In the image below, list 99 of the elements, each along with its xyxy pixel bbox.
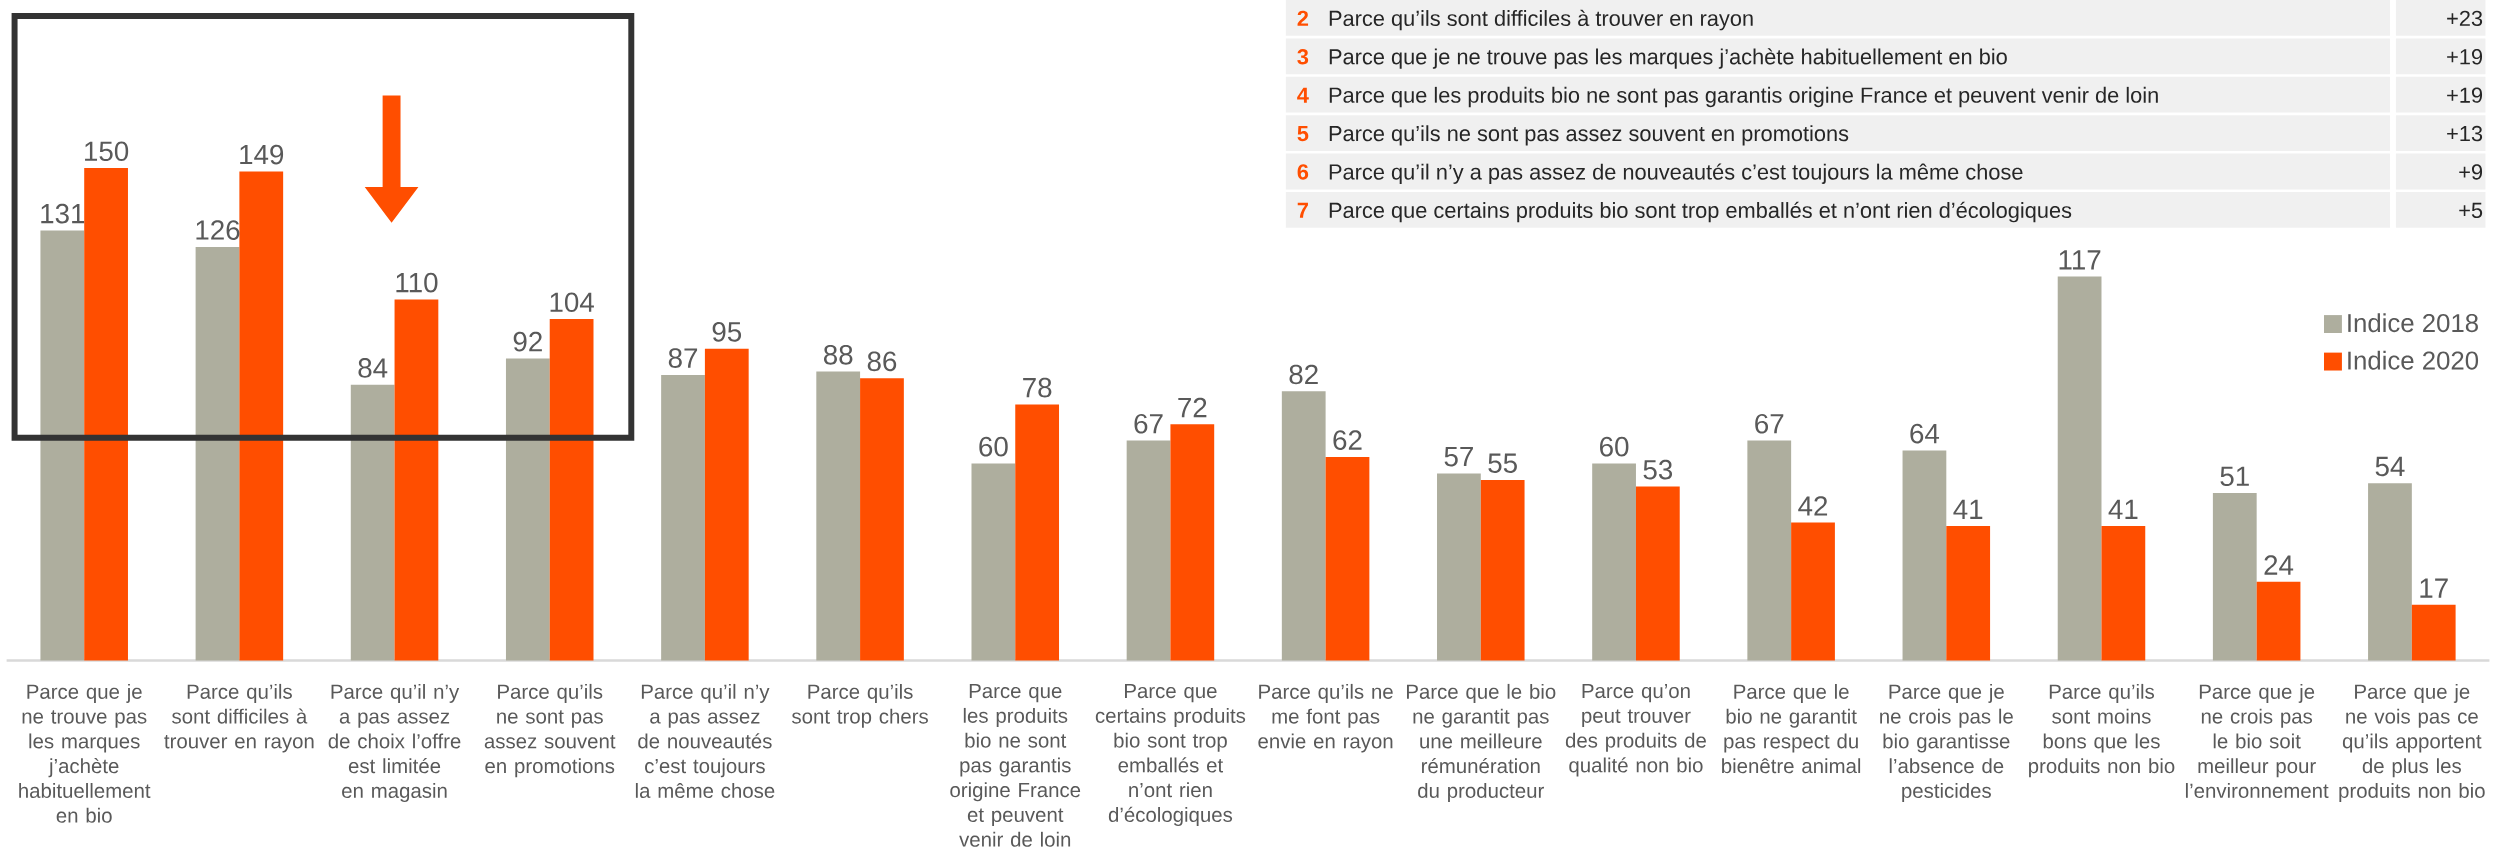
data-label: 62	[1333, 430, 1362, 450]
bar	[394, 299, 439, 661]
bar	[1902, 450, 1947, 661]
data-label: 88	[823, 344, 853, 365]
data-label: 41	[1953, 499, 1983, 519]
x-tick-label: Parce que je ne trouve pas les marques j’achète habituellement en bio	[19, 683, 151, 823]
data-label: 72	[1178, 397, 1207, 417]
text: 4	[1297, 87, 1309, 103]
data-label: 150	[85, 141, 129, 161]
bar	[505, 358, 550, 661]
data-label: 86	[867, 351, 897, 371]
legend-label: Indice 2020	[2348, 350, 2479, 370]
data-label: 57	[1444, 446, 1473, 467]
data-label: 92	[513, 331, 542, 352]
bar	[2101, 525, 2146, 661]
data-label: 42	[1798, 496, 1828, 516]
data-label: 87	[668, 348, 698, 368]
data-label: 67	[1755, 413, 1784, 434]
bar	[1281, 391, 1326, 661]
text: +23	[2447, 10, 2483, 26]
data-label: 60	[979, 436, 1008, 457]
bar	[1946, 525, 1991, 661]
data-label: 84	[358, 357, 388, 378]
annotation: Parce qu’il n’y a pas assez de nouveautés c’est toujours la même chose	[1329, 163, 2023, 184]
data-label: 64	[1910, 423, 1940, 444]
bar	[2057, 276, 2102, 661]
data-label: 60	[1600, 436, 1629, 457]
annotation: 7	[1297, 202, 1308, 218]
x-tick-label: Parce qu’ils sont difficiles à trouver en rayon	[164, 683, 314, 753]
bar	[2256, 581, 2301, 661]
bar	[40, 230, 85, 661]
x-tick-label: Parce que le bio ne garantit pas une meilleure rémunération du producteur	[1406, 683, 1556, 802]
data-label: 67	[1134, 413, 1163, 434]
x-tick-label: Parce qu’on peut trouver des produits de qualité non bio	[1565, 683, 1706, 777]
bar	[2212, 492, 2257, 661]
annotation: Parce que certains produits bio sont trop emballés et n’ont rien d’écologiques	[1329, 201, 2072, 223]
bar	[1325, 456, 1370, 661]
x-tick-label: Parce que je ne crois pas le bio soit meilleur pour l’environnement	[2185, 683, 2329, 798]
x-tick-label: Parce qu’il n’y a pas assez de nouveautés c’est toujours la même chose	[635, 683, 775, 798]
text: 3	[1297, 48, 1309, 65]
x-tick-label: Parce que je ne crois pas le bio garantisse l’absence de pesticides	[1880, 683, 2013, 802]
bar	[704, 348, 749, 661]
x-tick-label: Parce que je ne vois pas ce qu’ils apportent de plus les produits non bio	[2339, 683, 2485, 802]
bar	[860, 377, 904, 661]
data-label: 24	[2264, 555, 2294, 575]
bar	[84, 167, 128, 661]
x-tick-label: Parce que certains produits bio sont trop emballés et n’ont rien d’écologiques	[1095, 683, 1246, 826]
data-label: 104	[550, 292, 594, 312]
x-tick-label: Parce qu’ils ne sont pas assez souvent en promotions	[484, 683, 616, 778]
text: +19	[2447, 48, 2483, 65]
text: Parce que les produits bio ne sont pas garantis origine France et peuvent venir de loin	[1329, 86, 2158, 107]
bar	[1126, 440, 1171, 661]
annotation: +5	[2459, 202, 2483, 218]
x-tick-label: Parce qu’il n’y a pas assez de choix l’offre est limitée en magasin	[328, 683, 461, 802]
bar	[816, 371, 861, 661]
bar	[1437, 473, 1481, 661]
data-label: 51	[2220, 466, 2249, 486]
bar	[1635, 486, 1680, 661]
bar	[1791, 522, 1835, 661]
bar	[2411, 604, 2456, 661]
bar	[1480, 479, 1525, 661]
data-label: 55	[1488, 453, 1517, 473]
data-label: 41	[2108, 499, 2138, 519]
text: +13	[2447, 125, 2483, 142]
bar	[1015, 404, 1060, 661]
text: 5	[1297, 125, 1309, 142]
bar	[549, 318, 594, 661]
data-label: 110	[396, 272, 438, 293]
bar	[1592, 463, 1636, 661]
text: 2	[1297, 10, 1309, 26]
data-label: 54	[2375, 456, 2405, 477]
text: +19	[2447, 87, 2483, 103]
data-label: 53	[1643, 459, 1673, 480]
x-tick-label: Parce qu’ils ne me font pas envie en rayon	[1258, 683, 1393, 753]
x-tick-label: Parce qu’ils sont moins bons que les produits non bio	[2029, 683, 2175, 778]
text: Parce que je ne trouve pas les marques j’achète habituellement en bio	[1329, 48, 2007, 69]
text: Parce qu’ils sont difficiles à trouver en rayon	[1329, 9, 1753, 31]
bar	[195, 246, 240, 661]
text: Parce qu’ils ne sont pas assez souvent en promotions	[1329, 125, 1849, 146]
x-tick-label: Parce qu’ils sont trop chers	[792, 683, 928, 728]
bar	[239, 171, 284, 661]
data-label: 117	[2059, 250, 2101, 270]
annotation: +9	[2459, 164, 2483, 180]
x-tick-label: Parce que les produits bio ne sont pas garantis origine France et peuvent venir de loin	[950, 683, 1081, 847]
x-tick-label: Parce que le bio ne garantit pas respect du bienêtre animal	[1722, 683, 1861, 774]
data-label: 17	[2420, 578, 2448, 598]
bar	[350, 384, 395, 661]
data-label: 78	[1023, 377, 1052, 398]
data-label: 82	[1289, 364, 1318, 385]
bar	[661, 374, 705, 661]
bar	[2368, 483, 2412, 661]
legend-label: Indice 2018	[2348, 313, 2478, 332]
data-label: 131	[41, 203, 85, 224]
data-label: 95	[712, 321, 742, 342]
bar	[1747, 440, 1792, 661]
bar	[1170, 423, 1215, 661]
bar	[971, 463, 1016, 661]
annotation: 6	[1297, 164, 1309, 180]
data-label: 149	[240, 144, 284, 165]
